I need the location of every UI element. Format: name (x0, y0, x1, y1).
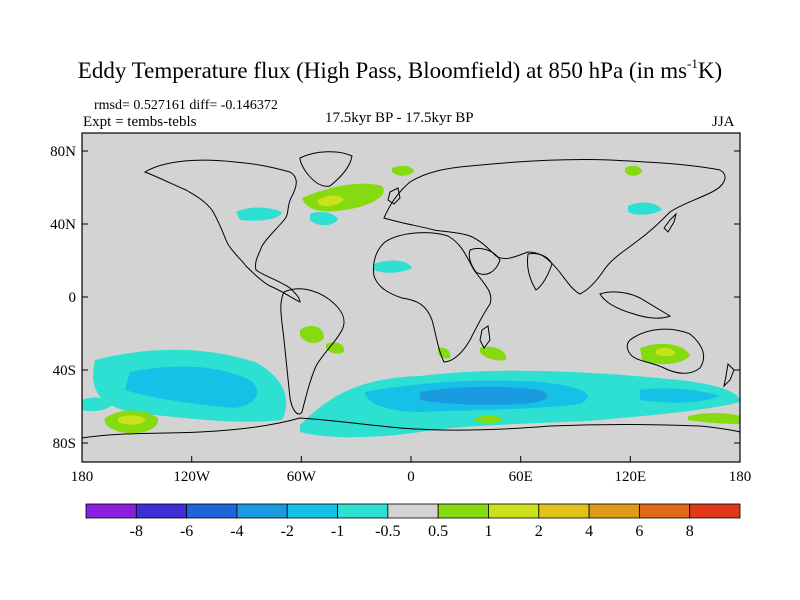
contour-pos-east (688, 413, 740, 424)
lat-labels: 80N 40N 0 40S 80S (50, 144, 76, 452)
contour-pos-pacific-core (118, 415, 146, 425)
contour-pos-australia-core (656, 347, 676, 357)
contour-pos-patagonia (326, 342, 345, 354)
lon-label: 180 (729, 469, 752, 485)
lon-tick-marks (81, 456, 741, 462)
contour-neg-north-pacific (628, 202, 662, 215)
contour-pos-madagascar (480, 346, 507, 361)
colorbar-label: -6 (180, 523, 193, 540)
experiment-label: Expt = tembs-tebls (83, 114, 197, 130)
lat-label: 0 (69, 290, 77, 306)
coast-eurasia (383, 158, 726, 295)
period-label: 17.5kyr BP - 17.5kyr BP (325, 110, 474, 126)
colorbar-label: -0.5 (375, 523, 400, 540)
coast-antarctica (81, 417, 741, 439)
coast-madagascar (479, 325, 491, 349)
coast-japan (663, 212, 677, 233)
lon-label: 180 (71, 469, 94, 485)
coast-india (527, 253, 553, 291)
coast-australia (626, 328, 705, 374)
lat-tick-marks (82, 150, 740, 444)
anomaly-contours (82, 165, 740, 438)
plot-title: Eddy Temperature flux (High Pass, Bloomf… (77, 56, 723, 83)
colorbar-cell (337, 503, 389, 519)
contour-pos-scandinavia (392, 165, 414, 176)
contour-pos-siberia (625, 165, 642, 176)
colorbar-cells (85, 503, 741, 519)
colorbar-label: -4 (230, 523, 243, 540)
colorbar-cell (186, 503, 238, 519)
contour-pos-north-atlantic-core (318, 195, 344, 207)
colorbar-cell (85, 503, 137, 519)
colorbar-cell (387, 503, 439, 519)
colorbar-label: 8 (686, 523, 694, 540)
lat-label: 80N (50, 144, 76, 160)
colorbar-cell (538, 503, 590, 519)
season-label: JJA (712, 114, 735, 130)
colorbar-cell (488, 503, 540, 519)
colorbar-cell (689, 503, 741, 519)
coast-north-america (143, 159, 301, 303)
contour-neg-west (82, 397, 112, 412)
coast-new-zealand (723, 362, 735, 388)
coastlines (81, 151, 741, 439)
coast-greenland (299, 151, 353, 187)
lon-labels: 180 120W 60W 0 60E 120E 180 (71, 469, 752, 485)
colorbar-label: -2 (281, 523, 294, 540)
lon-label: 120W (173, 469, 211, 485)
lat-label: 40S (53, 363, 76, 379)
coast-south-america (280, 288, 345, 415)
colorbar-cell (236, 503, 288, 519)
colorbar-label: 0.5 (428, 523, 448, 540)
contour-neg-indian-core (420, 386, 548, 405)
colorbar-cell (588, 503, 640, 519)
contour-pos-south-indian (475, 415, 503, 423)
contour-neg-subtropical-atlantic (374, 260, 412, 273)
lon-label: 0 (407, 469, 415, 485)
colorbar-cell (437, 503, 489, 519)
colorbar-cell (638, 503, 691, 519)
colorbar-label: 6 (635, 523, 643, 540)
colorbar-label: -8 (130, 523, 143, 540)
colorbar-label: 2 (535, 523, 543, 540)
lon-label: 60W (287, 469, 317, 485)
coast-indonesia (599, 291, 672, 319)
coast-arabia (468, 247, 501, 275)
colorbar-label: 1 (484, 523, 492, 540)
colorbar: -8 -6 -4 -2 -1 -0.5 0.5 1 2 4 6 8 (85, 503, 741, 540)
lon-label: 60E (509, 469, 533, 485)
colorbar-label: 4 (585, 523, 593, 540)
colorbar-cell (286, 503, 338, 519)
colorbar-label: -1 (331, 523, 344, 540)
lat-label: 40N (50, 217, 76, 233)
map-panel: 80N 40N 0 40S 80S 180 120W 60W 0 60E 120… (50, 132, 752, 485)
contour-neg-north-atlantic (310, 212, 338, 226)
contour-neg-pacific-inner (125, 366, 258, 408)
lat-label: 80S (53, 436, 76, 452)
colorbar-cell (135, 503, 188, 519)
coast-africa (373, 232, 492, 363)
contour-neg-north-america (236, 207, 282, 221)
stats-label: rmsd= 0.527161 diff= -0.146372 (94, 98, 278, 113)
coast-uk (387, 187, 401, 205)
contour-neg-australia (640, 388, 720, 403)
colorbar-labels: -8 -6 -4 -2 -1 -0.5 0.5 1 2 4 6 8 (130, 523, 694, 540)
contour-pos-south-america (300, 325, 324, 344)
lon-label: 120E (614, 469, 646, 485)
